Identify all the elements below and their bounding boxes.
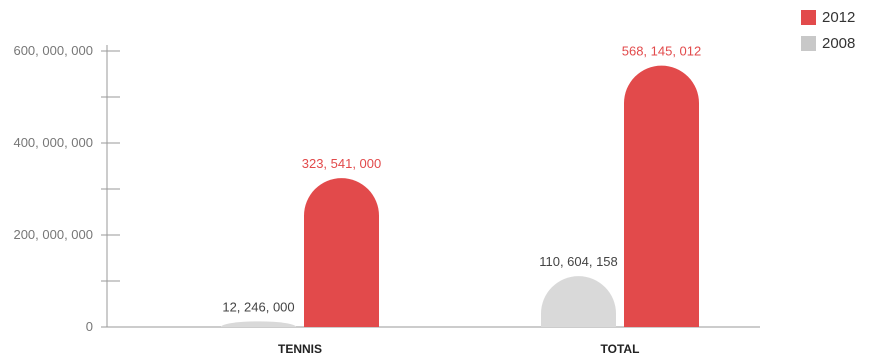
bar-tennis-2008 [221, 321, 296, 327]
bar-total-2008 [541, 276, 616, 327]
data-label: 568, 145, 012 [622, 44, 702, 59]
y-tick-label: 600, 000, 000 [13, 43, 93, 58]
y-tick-label: 200, 000, 000 [13, 227, 93, 242]
bar-tennis-2012 [304, 178, 379, 327]
legend: 2012 2008 [801, 6, 855, 58]
y-tick-label: 400, 000, 000 [13, 135, 93, 150]
data-label: 323, 541, 000 [302, 156, 382, 171]
data-label: 110, 604, 158 [539, 254, 618, 269]
legend-label-2012: 2012 [822, 8, 856, 26]
legend-swatch-2012 [801, 9, 816, 25]
legend-swatch-2008 [801, 35, 816, 51]
x-category-label: TOTAL [601, 342, 640, 356]
x-category-label: TENNIS [278, 342, 322, 356]
y-tick-label: 0 [86, 319, 93, 334]
legend-label-2008: 2008 [822, 34, 856, 52]
legend-item-2008: 2008 [801, 32, 855, 54]
bar-total-2012 [624, 65, 699, 328]
data-label: 12, 246, 000 [222, 299, 294, 314]
legend-item-2012: 2012 [801, 6, 855, 28]
